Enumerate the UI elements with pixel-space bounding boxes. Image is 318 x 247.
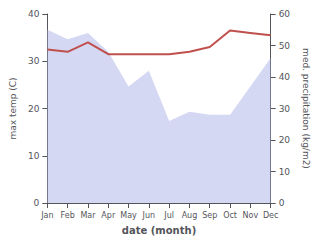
svg-text:40: 40 — [279, 72, 291, 82]
svg-text:max temp (C): max temp (C) — [8, 77, 18, 139]
svg-text:10: 10 — [279, 167, 291, 177]
svg-text:Dec: Dec — [263, 211, 278, 220]
svg-text:30: 30 — [28, 56, 40, 66]
svg-text:Aug: Aug — [182, 211, 198, 220]
svg-text:Feb: Feb — [61, 211, 75, 220]
svg-text:Jul: Jul — [163, 211, 174, 220]
svg-text:med. precipitation (kg/m2): med. precipitation (kg/m2) — [301, 48, 311, 169]
svg-text:60: 60 — [279, 9, 291, 19]
svg-text:Jun: Jun — [142, 211, 156, 220]
svg-text:Sep: Sep — [202, 211, 217, 220]
svg-text:0: 0 — [34, 198, 40, 208]
svg-text:Mar: Mar — [80, 211, 96, 220]
svg-text:0: 0 — [279, 198, 285, 208]
svg-text:May: May — [120, 211, 137, 220]
svg-text:30: 30 — [279, 104, 291, 114]
svg-text:20: 20 — [279, 135, 291, 145]
svg-text:Nov: Nov — [243, 211, 259, 220]
svg-text:40: 40 — [28, 9, 40, 19]
svg-text:Jan: Jan — [40, 211, 53, 220]
svg-text:10: 10 — [28, 151, 40, 161]
svg-text:50: 50 — [279, 41, 291, 51]
svg-text:Oct: Oct — [223, 211, 237, 220]
svg-text:Apr: Apr — [101, 211, 116, 220]
svg-text:20: 20 — [28, 104, 40, 114]
svg-text:date (month): date (month) — [122, 225, 196, 236]
